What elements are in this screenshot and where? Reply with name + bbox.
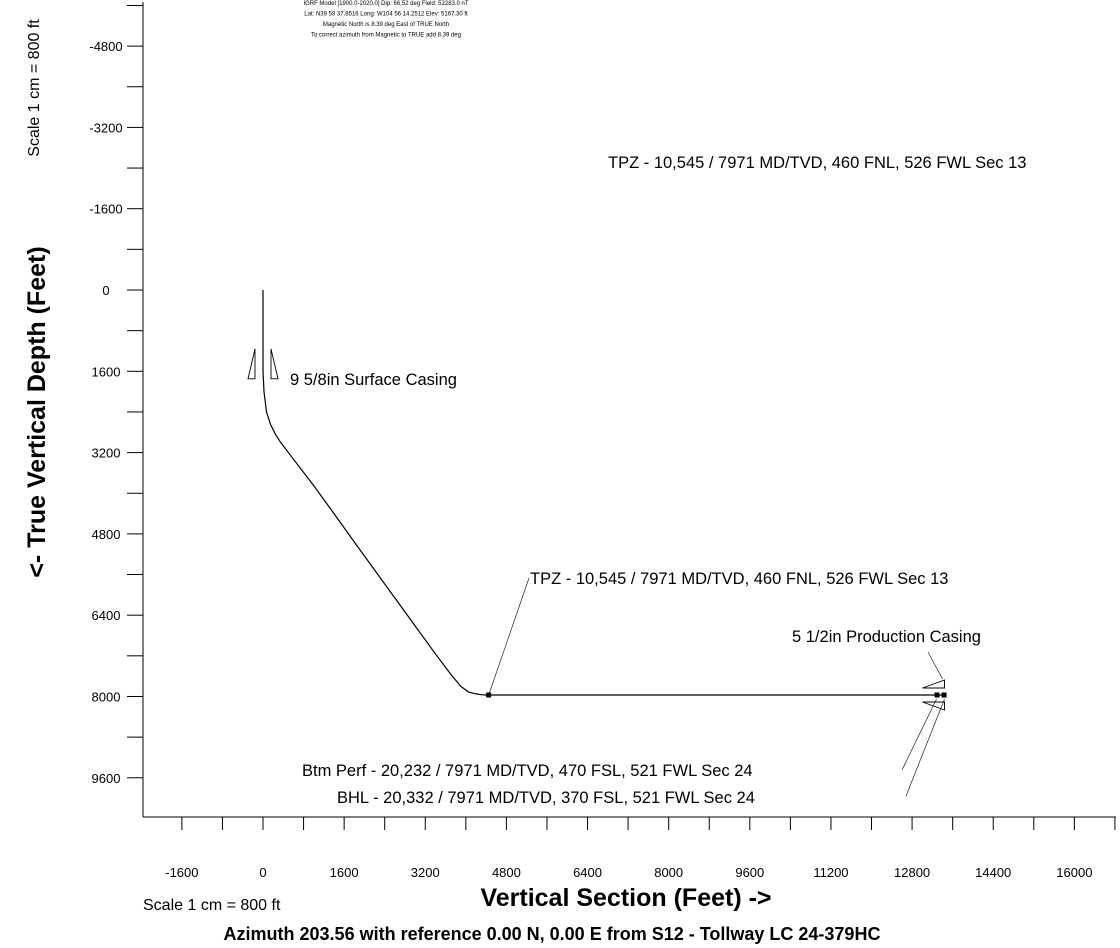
x-scale-label: Scale 1 cm = 800 ft bbox=[143, 897, 281, 914]
bhl-label: BHL - 20,332 / 7971 MD/TVD, 370 FSL, 521… bbox=[337, 789, 755, 807]
y-tick-label: 1600 bbox=[92, 364, 121, 379]
y-axis: -4800 -3200 -1600 0 1600 3200 4800 6400 8000 9600 bbox=[89, 2, 144, 817]
bhl-leader-line bbox=[905, 698, 945, 797]
series-group bbox=[262, 290, 945, 696]
x-tick-label: 3200 bbox=[411, 865, 440, 880]
footer-group: Azimuth 203.56 with reference 0.00 N, 0.… bbox=[224, 924, 881, 944]
y-tick-label: 6400 bbox=[92, 608, 121, 623]
x-tick-label: 6400 bbox=[573, 865, 602, 880]
x-tick-label: 9600 bbox=[735, 865, 764, 880]
header-line: Magnetic North is 8.39 deg East of TRUE … bbox=[323, 22, 449, 28]
header-line: Lat: N39 58 37.8516 Long: W104 56 14.251… bbox=[304, 12, 468, 18]
x-axis-label-group: Vertical Section (Feet) -> Scale 1 cm = 8… bbox=[143, 884, 772, 914]
y-axis-label: <- True Vertical Depth (Feet) bbox=[23, 246, 51, 577]
markers-group bbox=[247, 348, 947, 711]
tpz-leader-line bbox=[488, 577, 530, 696]
x-axis: -1600 0 1600 3200 4800 6400 8000 9600 11200 12800… bbox=[143, 816, 1116, 880]
bhl-marker bbox=[941, 692, 947, 698]
x-axis-label: Vertical Section (Feet) -> bbox=[480, 884, 771, 912]
y-tick-label: 8000 bbox=[92, 689, 121, 704]
production-casing-leader-line bbox=[927, 651, 943, 680]
y-tick-label: -3200 bbox=[89, 120, 122, 135]
surface-casing-shoe-right bbox=[270, 348, 279, 380]
y-axis-label-group: <- True Vertical Depth (Feet) bbox=[23, 246, 51, 577]
x-tick-label: 12800 bbox=[894, 865, 930, 880]
annotations-group: 9 5/8in Surface Casing TPZ - 10,545 / 797… bbox=[290, 154, 1027, 807]
x-tick-label: 4800 bbox=[492, 865, 521, 880]
production-casing-shoe-bottom bbox=[922, 701, 945, 711]
tpz-label: TPZ - 10,545 / 7971 MD/TVD, 460 FNL, 526… bbox=[530, 570, 949, 588]
x-tick-label: 0 bbox=[259, 865, 266, 880]
tpz-label-upper: TPZ - 10,545 / 7971 MD/TVD, 460 FNL, 526… bbox=[608, 154, 1027, 172]
x-tick-label: -1600 bbox=[165, 865, 198, 880]
header-text: IGRF Model [1900.0-2020.0] Dip: 66.52 de… bbox=[303, 1, 468, 39]
header-line: To correct azimuth from Magnetic to TRUE… bbox=[311, 33, 461, 39]
y-tick-label: 4800 bbox=[92, 527, 121, 542]
y-tick-label: 9600 bbox=[92, 771, 121, 786]
y-tick-label: 3200 bbox=[92, 446, 121, 461]
y-scale-label: Scale 1 cm = 800 ft bbox=[26, 19, 43, 157]
x-tick-label: 8000 bbox=[654, 865, 683, 880]
y-scale-label-group: Scale 1 cm = 800 ft bbox=[26, 19, 43, 157]
btm-perf-leader-line bbox=[901, 698, 937, 771]
x-tick-label: 1600 bbox=[330, 865, 359, 880]
x-tick-label: 16000 bbox=[1056, 865, 1092, 880]
footer-azimuth: Azimuth 203.56 with reference 0.00 N, 0.… bbox=[224, 924, 881, 944]
surface-casing-label: 9 5/8in Surface Casing bbox=[290, 371, 457, 389]
header-line: IGRF Model [1900.0-2020.0] Dip: 66.52 de… bbox=[303, 1, 468, 7]
y-tick-label: -4800 bbox=[89, 39, 122, 54]
btm-perf-label: Btm Perf - 20,232 / 7971 MD/TVD, 470 FSL… bbox=[302, 762, 753, 780]
x-tick-label: 14400 bbox=[975, 865, 1011, 880]
x-tick-label: 11200 bbox=[813, 865, 848, 880]
btm-perf-marker bbox=[934, 692, 940, 698]
y-tick-label: 0 bbox=[102, 283, 109, 298]
surface-casing-shoe-left bbox=[247, 348, 256, 380]
y-tick-label: -1600 bbox=[89, 202, 122, 217]
well-path-series bbox=[262, 290, 945, 696]
production-casing-shoe-top bbox=[922, 679, 945, 689]
production-casing-label: 5 1/2in Production Casing bbox=[792, 628, 981, 646]
